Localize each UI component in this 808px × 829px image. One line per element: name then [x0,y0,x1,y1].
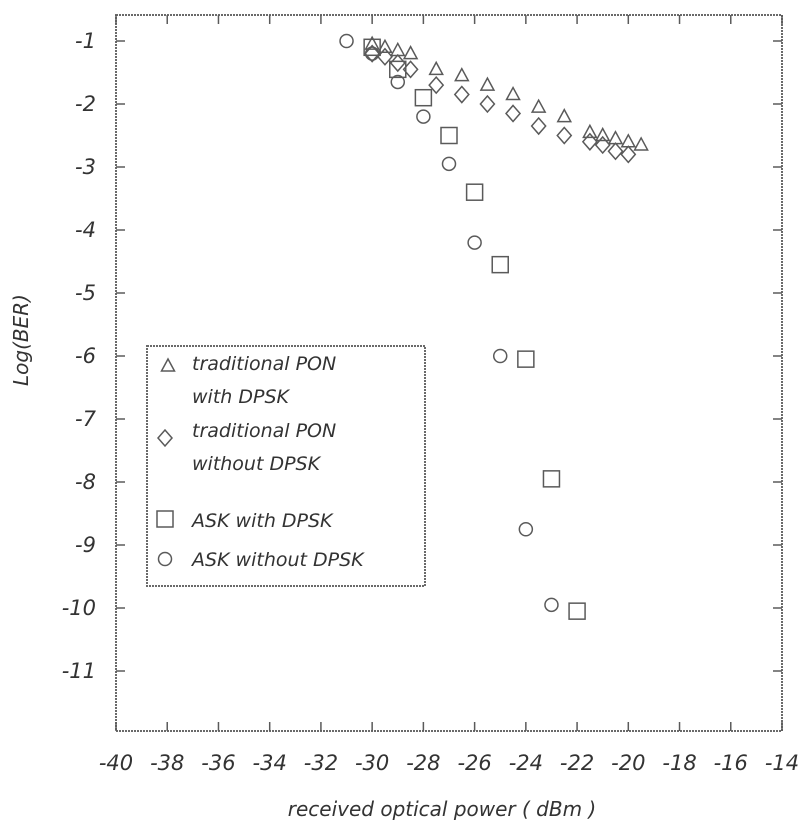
triangle-point [582,123,598,139]
y-tick-label: -6 [75,344,96,368]
diamond-point [530,116,547,136]
x-tick-label: -30 [355,751,389,775]
data-points [339,33,649,620]
square-point [465,183,484,201]
triangle-point [505,85,521,101]
x-tick-label: -26 [457,751,491,775]
legend-item: ASK with DPSK [156,510,334,532]
triangle-point [479,76,496,91]
legend-label: ASK with DPSK [190,510,334,532]
legend: traditional PON with DPSK traditional PON w… [146,345,426,587]
y-tick-label: -3 [75,155,96,179]
x-tick-label: -34 [253,751,287,775]
x-tick-label: -36 [201,751,235,775]
diamond-point [620,145,637,164]
diamond-point [364,44,381,63]
diamond-point [505,104,522,123]
x-tick-label: -28 [406,751,440,775]
y-tick-label: -2 [75,92,96,116]
x-ticks: -40 -38 -36 -34 -32 -30 -28 -26 -24 -22 -20 -18 -16-… [99,15,799,775]
triangle-point [556,108,573,123]
square-point [440,126,458,145]
plot-frame [115,14,783,732]
y-tick-label: -10 [62,596,96,620]
square-point [389,60,407,79]
triangle-point [620,133,637,148]
diamond-point [594,135,611,155]
square-point [517,350,535,368]
diamond-point [607,142,624,161]
series-triangle [364,35,649,151]
triangle-point [454,67,470,82]
legend-box [146,345,426,587]
diamond-point [453,85,470,104]
legend-square-icon [156,510,174,528]
legend-circle-icon [157,551,173,567]
x-tick-label: -14 [765,751,799,775]
diamond-point [428,75,445,95]
square-point [542,470,561,488]
circle-point [339,33,354,49]
circle-point [492,348,508,364]
y-tick-label: -7 [75,407,97,431]
x-tick-label: -22 [560,751,594,775]
y-tick-label: -11 [62,659,96,683]
y-tick-label: -4 [75,218,96,242]
diamond-point [556,126,573,145]
diamond-point [581,132,598,151]
y-tick-label: -8 [75,470,96,494]
legend-label: without DPSK [192,453,322,475]
circle-point [441,156,457,172]
y-axis-label: Log(BER) [9,294,33,386]
circle-point [467,235,482,250]
square-point [568,602,586,620]
triangle-point [390,41,406,57]
y-ticks: -1 -2 -3 -4 -5 -6 -7 -8 -9 -10 -11 [62,29,782,683]
triangle-point [594,126,611,142]
square-point [491,255,509,274]
y-tick-label: -9 [75,533,96,557]
legend-diamond-icon [157,428,173,448]
x-tick-label: -40 [99,751,133,775]
x-tick-label: -38 [150,751,184,775]
circle-point [518,522,534,537]
series-diamond [364,44,637,164]
legend-items: traditional PON with DPSK traditional PON w… [156,353,365,571]
triangle-point [428,60,444,76]
x-tick-label: -20 [611,751,645,775]
x-tick-label: -18 [662,751,696,775]
series-square [363,38,586,620]
triangle-point [364,35,380,50]
x-tick-label: -32 [304,751,338,775]
y-tick-label: -1 [75,29,96,53]
triangle-point [530,98,547,113]
circle-point [390,74,406,90]
square-point [363,38,381,57]
y-tick-label: -5 [75,281,96,305]
circle-point [364,46,380,61]
square-point [414,88,433,107]
triangle-point [607,130,624,145]
diamond-point [479,94,496,114]
x-tick-label: -16 [714,751,748,775]
circle-point [544,597,559,613]
diamond-point [389,53,406,73]
legend-label: with DPSK [192,386,290,408]
triangle-point [633,136,649,151]
triangle-point [402,45,419,60]
x-axis-label: received optical power ( dBm ) [288,797,596,821]
legend-item: traditional PON with DPSK [160,353,336,408]
legend-item: ASK without DPSK [157,549,365,571]
series-circle [339,33,559,613]
legend-label: ASK without DPSK [190,549,365,571]
x-tick-label: -24 [509,751,543,775]
legend-triangle-icon [160,357,176,372]
circle-point [416,109,431,124]
legend-item: traditional PON without DPSK [157,420,336,475]
legend-label: traditional PON [192,420,336,442]
triangle-point [377,38,393,54]
legend-label: traditional PON [192,353,336,375]
